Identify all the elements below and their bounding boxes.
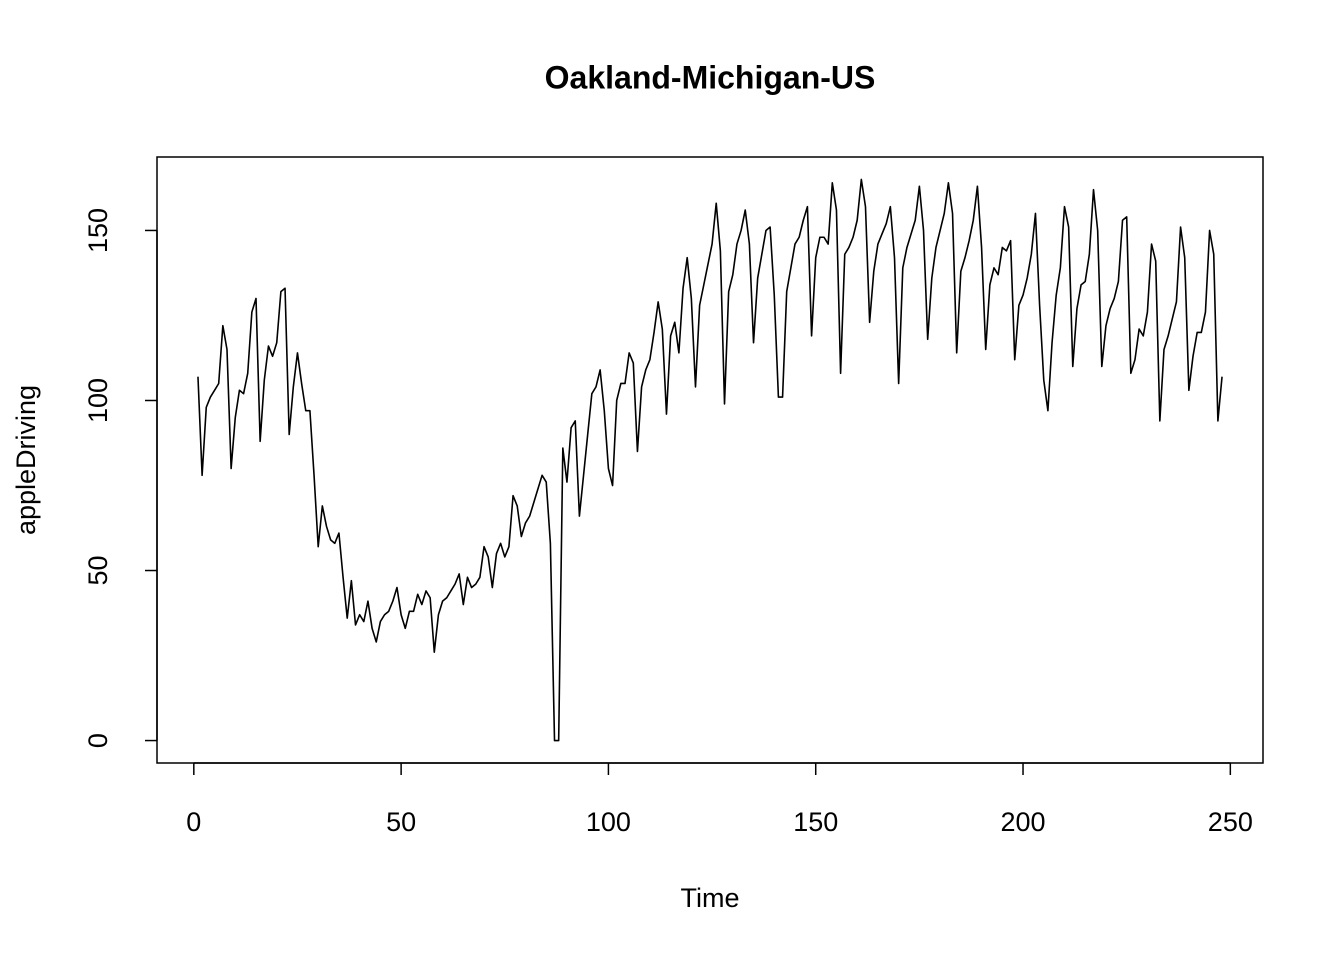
y-tick-label: 50: [83, 555, 113, 585]
x-tick-label: 200: [1000, 807, 1045, 837]
x-tick-label: 50: [386, 807, 416, 837]
x-tick-label: 100: [586, 807, 631, 837]
x-tick-label: 250: [1208, 807, 1253, 837]
x-axis-label: Time: [681, 883, 740, 913]
data-line: [197, 178, 1223, 742]
x-tick-label: 150: [793, 807, 838, 837]
y-axis-label: appleDriving: [11, 385, 41, 535]
chart-title: Oakland-Michigan-US: [545, 59, 876, 95]
y-tick-label: 150: [83, 208, 113, 253]
y-tick-label: 100: [83, 378, 113, 423]
y-tick-label: 0: [83, 733, 113, 748]
x-tick-label: 0: [186, 807, 201, 837]
